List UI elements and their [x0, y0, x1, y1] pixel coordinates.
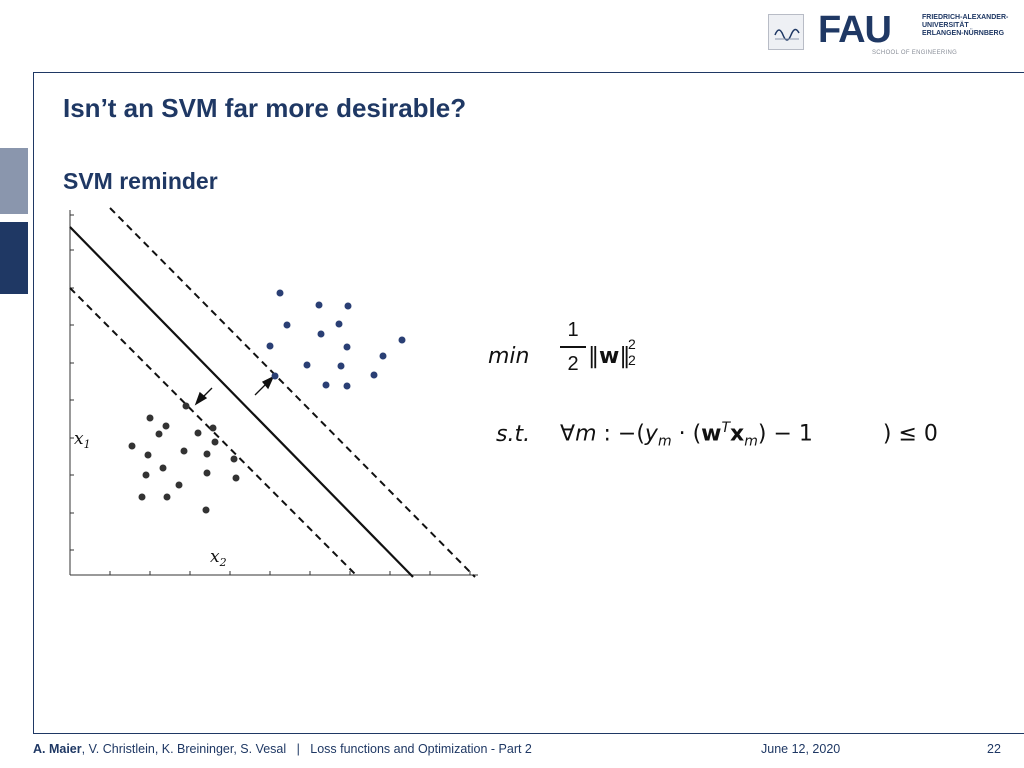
data-point	[303, 361, 311, 369]
data-point	[230, 455, 238, 463]
data-point	[202, 506, 210, 514]
svm-figure: x1 x2	[69, 207, 478, 578]
lecture-title: Loss functions and Optimization - Part 2	[310, 742, 532, 756]
data-point	[159, 464, 167, 472]
side-tab-marker	[0, 148, 28, 214]
data-point	[370, 371, 378, 379]
constraint-expression: ∀m : −(ym · (wTxm) − 1) ≤ 0	[560, 420, 938, 450]
data-point	[271, 372, 279, 380]
data-point	[209, 424, 217, 432]
data-point	[283, 321, 291, 329]
data-point	[315, 301, 323, 309]
margin-upper	[109, 207, 476, 578]
data-point	[146, 414, 154, 422]
data-point	[203, 450, 211, 458]
decision-boundary	[69, 226, 414, 578]
data-point	[322, 381, 330, 389]
data-point	[142, 471, 150, 479]
side-tab-marker-active	[0, 222, 28, 294]
data-point	[344, 302, 352, 310]
footer-date: June 12, 2020	[761, 742, 841, 756]
data-point	[180, 447, 188, 455]
margin-arrows	[194, 375, 275, 406]
class-a-points	[266, 289, 406, 390]
slide-subtitle: SVM reminder	[63, 168, 218, 194]
class-b-points	[128, 402, 240, 514]
data-point	[128, 442, 136, 450]
slide-title: Isn’t an SVM far more desirable?	[63, 93, 467, 123]
norm-exponents: 2 2	[628, 336, 636, 368]
data-point	[335, 320, 343, 328]
norm-expression: ‖w‖	[588, 344, 631, 369]
data-point	[163, 493, 171, 501]
data-point	[337, 362, 345, 370]
data-point	[182, 402, 190, 410]
axis-ticks	[70, 214, 471, 575]
data-point	[317, 330, 325, 338]
data-point	[343, 343, 351, 351]
subject-to-label: s.t.	[496, 422, 531, 447]
data-point	[175, 481, 183, 489]
fau-wordmark: FAU	[818, 9, 892, 51]
x1-label: x1	[74, 429, 91, 451]
data-point	[398, 336, 406, 344]
x2-label: x2	[210, 547, 227, 569]
data-point	[276, 289, 284, 297]
slide-frame	[33, 72, 1024, 734]
data-point	[232, 474, 240, 482]
fraction: 1 2	[558, 318, 588, 376]
university-logo: FAU FRIEDRICH-ALEXANDER- UNIVERSITÄT ERL…	[768, 10, 1008, 62]
data-point	[266, 342, 274, 350]
data-point	[138, 493, 146, 501]
footer-authors: A. Maier, V. Christlein, K. Breininger, …	[33, 742, 532, 756]
data-point	[211, 438, 219, 446]
min-operator: min	[488, 344, 530, 369]
data-point	[144, 451, 152, 459]
data-point	[343, 382, 351, 390]
margin-lower	[69, 287, 359, 578]
page-number: 22	[987, 742, 1001, 756]
data-point	[203, 469, 211, 477]
school-name: SCHOOL OF ENGINEERING	[872, 50, 958, 56]
data-point	[155, 430, 163, 438]
university-name: FRIEDRICH-ALEXANDER- UNIVERSITÄT ERLANGE…	[922, 14, 1009, 37]
data-point	[379, 352, 387, 360]
data-point	[162, 422, 170, 430]
data-point	[194, 429, 202, 437]
seal-icon	[768, 14, 804, 50]
